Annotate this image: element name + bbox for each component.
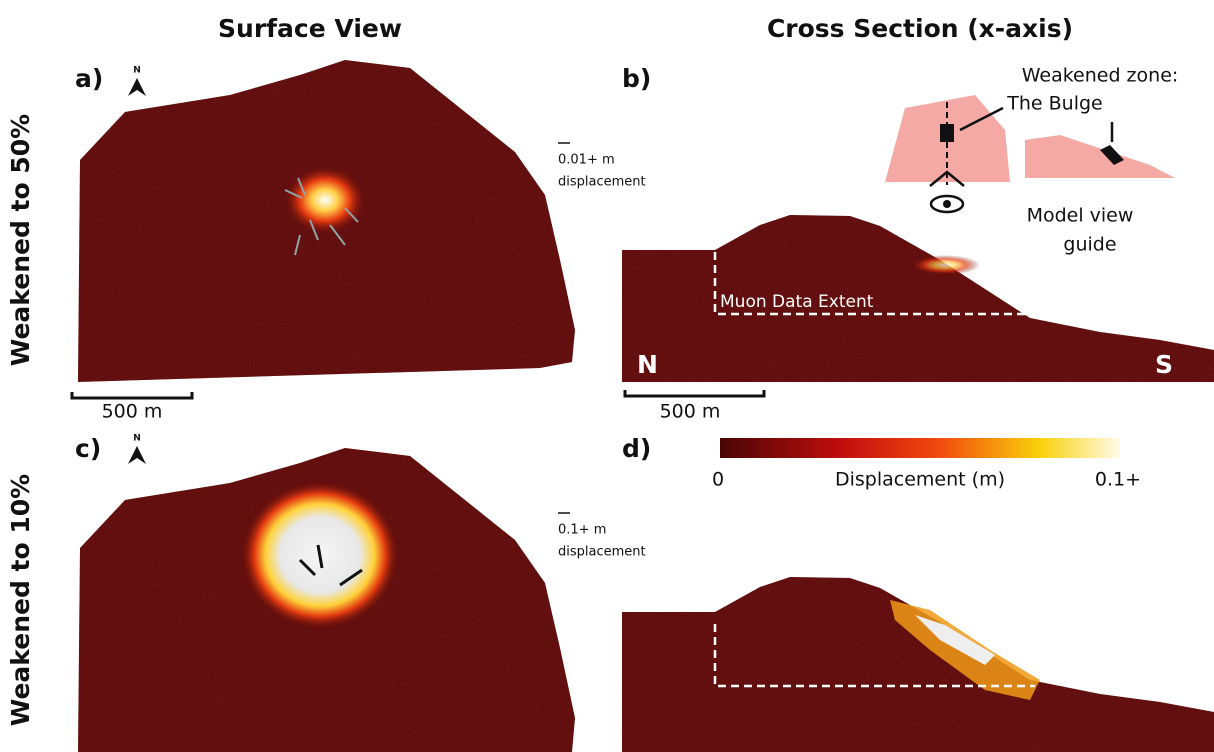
north-label: N xyxy=(133,434,141,444)
cross-section-model xyxy=(622,577,1214,752)
guide-zone xyxy=(1100,145,1124,165)
row-label: Weakened to 10% xyxy=(6,474,35,726)
hotspot-core xyxy=(915,615,995,665)
panel-label: d) xyxy=(622,434,651,463)
scale-label: 500 m xyxy=(660,401,721,423)
guide-zone xyxy=(940,124,954,142)
arrow-legend: displacement xyxy=(558,545,646,560)
panel-label: c) xyxy=(75,434,101,463)
guide-section xyxy=(1025,135,1175,178)
north-label: N xyxy=(133,66,141,76)
guide-caption: guide xyxy=(1063,234,1116,256)
muon-extent xyxy=(713,624,1035,688)
end-label: N xyxy=(637,350,658,379)
north-arrow xyxy=(128,78,146,96)
eye-lines xyxy=(929,170,965,187)
hotspot xyxy=(283,165,367,235)
displacement-arrows xyxy=(284,177,359,256)
guide-title: Weakened zone: xyxy=(1022,65,1179,87)
guide-arrow xyxy=(959,106,1004,132)
column-title: Cross Section (x-axis) xyxy=(767,14,1073,43)
panel-label: b) xyxy=(622,64,651,93)
scale-bar xyxy=(623,390,766,398)
hotspot xyxy=(910,255,980,275)
colorbar-max: 0.1+ xyxy=(1095,469,1141,491)
colorbar-title: Displacement (m) xyxy=(835,469,1005,491)
end-label: S xyxy=(1155,350,1173,379)
muon-extent xyxy=(713,252,1035,316)
guide-zone-name: The Bulge xyxy=(1006,93,1102,115)
cross-section-model xyxy=(622,215,1214,382)
eye-pupil xyxy=(943,200,951,208)
arrow-legend: displacement xyxy=(558,175,646,190)
scale-label: 500 m xyxy=(102,401,163,423)
panel-label: a) xyxy=(75,64,103,93)
muon-label: Muon Data Extent xyxy=(720,292,874,312)
north-arrow xyxy=(128,446,146,464)
row-label: Weakened to 50% xyxy=(6,114,35,366)
colorbar-min: 0 xyxy=(712,469,724,491)
arrow-legend: 0.1+ m xyxy=(558,523,606,538)
arrow-legend: 0.01+ m xyxy=(558,153,615,168)
guide-caption: Model view xyxy=(1027,205,1134,227)
scale-bar xyxy=(70,392,194,400)
colorbar xyxy=(720,438,1120,458)
column-title: Surface View xyxy=(218,14,402,43)
displacement-arrows xyxy=(298,544,363,587)
